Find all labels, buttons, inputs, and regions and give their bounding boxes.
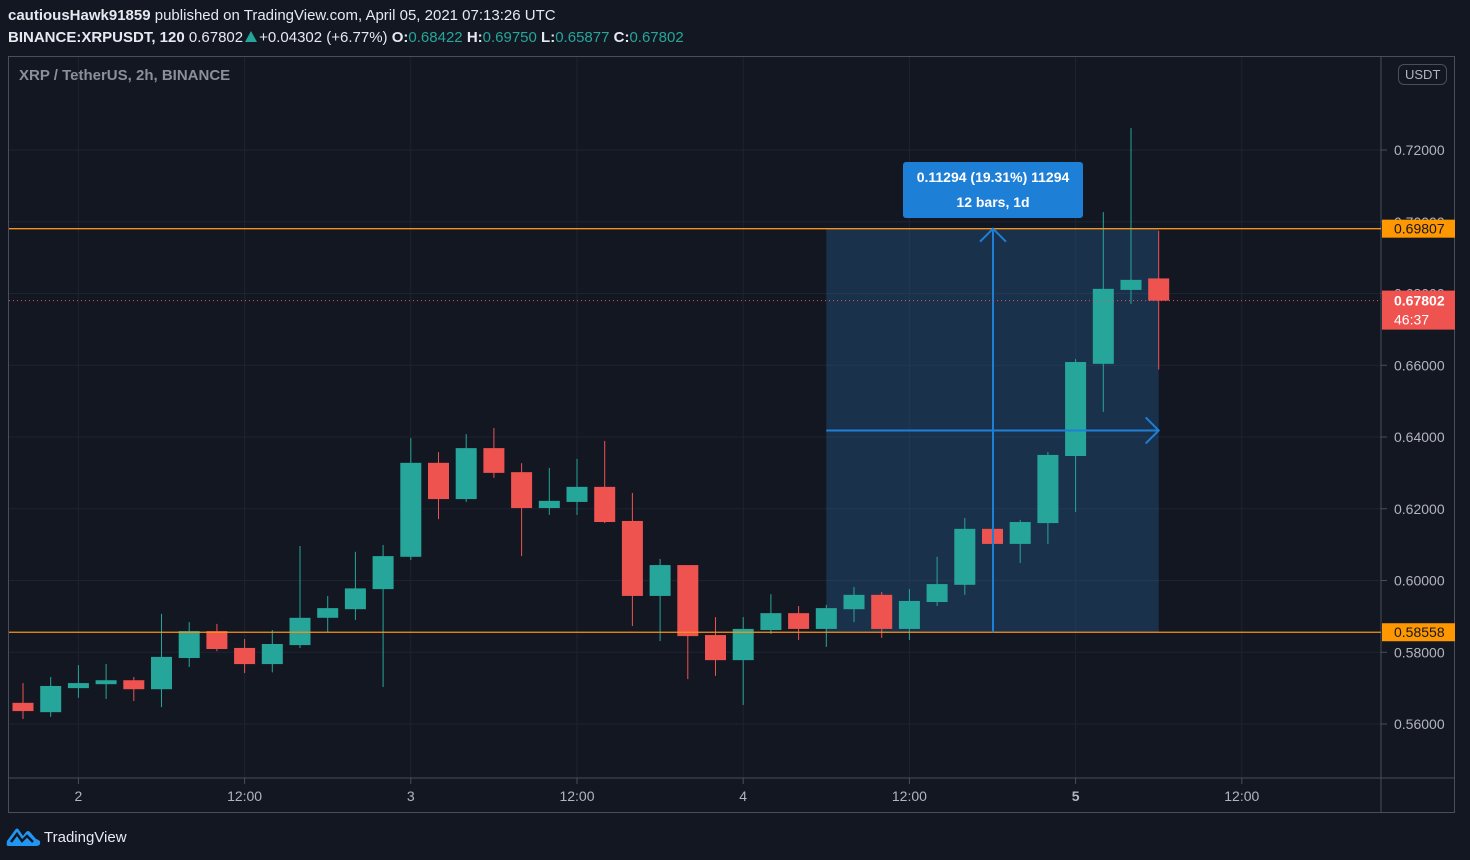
last-price-tag — [1382, 290, 1455, 330]
last-price-value: 0.67802 — [1394, 293, 1445, 309]
candle-body[interactable] — [12, 702, 34, 712]
candle-body[interactable] — [151, 656, 172, 690]
candle-body[interactable] — [649, 565, 671, 596]
high-value: 0.69750 — [482, 29, 537, 46]
y-axis-label: 0.66000 — [1394, 357, 1445, 373]
candle-body[interactable] — [1037, 454, 1059, 524]
candle-body[interactable] — [1148, 278, 1170, 301]
x-axis-label: 3 — [407, 788, 415, 804]
close-label: C: — [613, 29, 630, 46]
candle-body[interactable] — [67, 683, 89, 689]
candle-body[interactable] — [317, 608, 339, 618]
x-axis-label: 4 — [739, 788, 747, 804]
candle-body[interactable] — [1120, 279, 1142, 290]
candle-body[interactable] — [926, 584, 948, 603]
last-price: 0.67802 — [188, 29, 244, 46]
x-axis-label: 12:00 — [559, 788, 594, 804]
tradingview-cloud-icon — [6, 828, 41, 846]
level-price-label: 0.69807 — [1394, 221, 1445, 237]
measure-info-box — [903, 162, 1083, 218]
published-text: published on TradingView.com, April 05, … — [154, 7, 556, 24]
candle-body[interactable] — [344, 588, 366, 610]
low-value: 0.65877 — [555, 29, 610, 46]
candle-body[interactable] — [871, 594, 893, 629]
ohlc-legend: BINANCE:XRPUSDT, 120 0.67802 +0.04302 (+6… — [8, 29, 684, 46]
author-name[interactable]: cautiousHawk91859 — [8, 7, 151, 24]
candle-body[interactable] — [40, 685, 62, 713]
measure-info-line1: 0.11294 (19.31%) 11294 — [917, 169, 1070, 185]
y-axis-label: 0.58000 — [1394, 644, 1445, 660]
y-axis-label: 0.72000 — [1394, 142, 1445, 158]
x-axis-label: 12:00 — [892, 788, 927, 804]
y-axis-label: 0.62000 — [1394, 501, 1445, 517]
bar-countdown: 46:37 — [1394, 312, 1429, 328]
symbol-name: BINANCE:XRPUSDT, 120 — [8, 29, 185, 46]
candle-body[interactable] — [594, 486, 616, 523]
candle-body[interactable] — [898, 600, 920, 629]
candle-body[interactable] — [123, 680, 145, 690]
candle-body[interactable] — [1065, 362, 1087, 457]
publish-info: cautiousHawk91859 published on TradingVi… — [8, 7, 556, 24]
candle-body[interactable] — [732, 628, 754, 661]
candle-body[interactable] — [455, 448, 477, 500]
y-axis-label: 0.64000 — [1394, 429, 1445, 445]
candle-body[interactable] — [843, 594, 865, 610]
candle-body[interactable] — [788, 613, 810, 629]
candle-body[interactable] — [954, 528, 976, 585]
x-axis-label: 2 — [75, 788, 83, 804]
y-axis-label: 0.56000 — [1394, 716, 1445, 732]
candle-body[interactable] — [1009, 522, 1031, 544]
open-label: O: — [391, 29, 409, 46]
candle-body[interactable] — [566, 486, 588, 502]
chart-title: XRP / TetherUS, 2h, BINANCE — [19, 67, 231, 84]
candle-body[interactable] — [815, 608, 837, 629]
candle-body[interactable] — [677, 565, 699, 637]
candle-body[interactable] — [483, 448, 505, 473]
level-price-tag — [1382, 219, 1455, 238]
high-label: H: — [466, 29, 483, 46]
currency-badge[interactable]: USDT — [1398, 64, 1448, 85]
x-axis-label: 12:00 — [227, 788, 262, 804]
level-price-label: 0.58558 — [1394, 624, 1445, 640]
close-value: 0.67802 — [629, 29, 684, 46]
candle-body[interactable] — [428, 462, 449, 500]
measure-info-line2: 12 bars, 1d — [956, 194, 1029, 210]
candle-body[interactable] — [372, 556, 394, 590]
candle-body[interactable] — [760, 613, 782, 631]
candle-body[interactable] — [234, 647, 256, 665]
candle-body[interactable] — [511, 472, 533, 509]
candle-body[interactable] — [206, 631, 228, 650]
low-label: L: — [541, 29, 556, 46]
open-value: 0.68422 — [408, 29, 463, 46]
candle-body[interactable] — [705, 635, 726, 661]
up-triangle-icon — [245, 31, 258, 42]
candle-body[interactable] — [400, 462, 422, 557]
chart-frame — [8, 56, 1455, 813]
candle-body[interactable] — [178, 631, 200, 658]
price-change: +0.04302 (+6.77%) — [259, 29, 388, 46]
brand-name: TradingView — [44, 828, 127, 846]
candle-body[interactable] — [261, 643, 283, 665]
arrow-right-icon — [1144, 416, 1161, 445]
candle-body[interactable] — [621, 520, 643, 596]
candle-body[interactable] — [1092, 288, 1114, 364]
x-axis-label: 5 — [1072, 788, 1080, 804]
candle-body[interactable] — [538, 500, 560, 509]
candle-body[interactable] — [95, 680, 117, 685]
tradingview-logo[interactable]: TradingView — [6, 826, 127, 848]
x-axis-label: 12:00 — [1224, 788, 1259, 804]
y-axis-label: 0.60000 — [1394, 573, 1445, 589]
arrow-up-icon — [979, 227, 1007, 243]
candle-body[interactable] — [289, 617, 311, 646]
level-price-tag — [1382, 623, 1455, 642]
